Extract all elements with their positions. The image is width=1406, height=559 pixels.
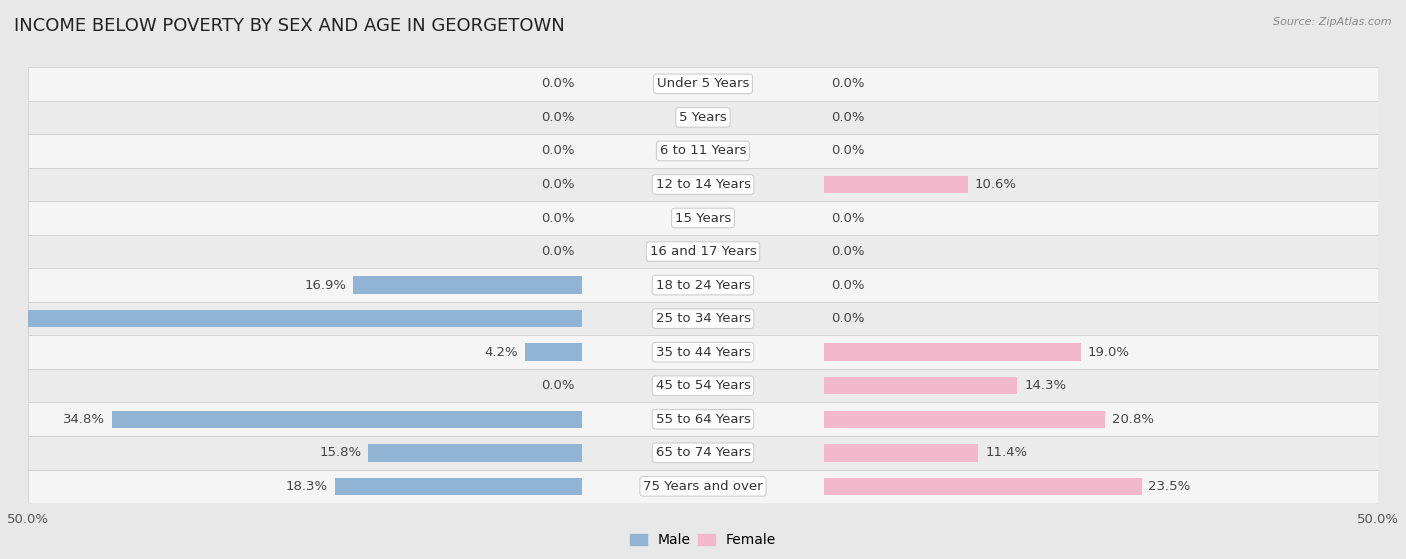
Text: Source: ZipAtlas.com: Source: ZipAtlas.com	[1274, 17, 1392, 27]
Bar	[824, 377, 1018, 395]
Text: 11.4%: 11.4%	[986, 446, 1028, 459]
Text: 0.0%: 0.0%	[541, 111, 575, 124]
Text: 65 to 74 Years: 65 to 74 Years	[655, 446, 751, 459]
Bar	[28, 302, 1378, 335]
Bar	[824, 343, 1081, 361]
Text: 5 Years: 5 Years	[679, 111, 727, 124]
Text: 0.0%: 0.0%	[541, 245, 575, 258]
Text: 0.0%: 0.0%	[831, 278, 865, 292]
Text: 23.5%: 23.5%	[1149, 480, 1191, 493]
Text: 34.8%: 34.8%	[63, 413, 105, 426]
Text: 18.3%: 18.3%	[285, 480, 328, 493]
Text: 16.9%: 16.9%	[305, 278, 347, 292]
Text: 35 to 44 Years: 35 to 44 Years	[655, 345, 751, 359]
Bar	[112, 410, 582, 428]
Bar	[28, 168, 1378, 201]
Text: 16 and 17 Years: 16 and 17 Years	[650, 245, 756, 258]
Text: 10.6%: 10.6%	[974, 178, 1017, 191]
Text: 0.0%: 0.0%	[831, 312, 865, 325]
Text: 0.0%: 0.0%	[541, 178, 575, 191]
Text: 0.0%: 0.0%	[541, 379, 575, 392]
Bar	[353, 276, 582, 294]
Text: 0.0%: 0.0%	[541, 211, 575, 225]
Text: INCOME BELOW POVERTY BY SEX AND AGE IN GEORGETOWN: INCOME BELOW POVERTY BY SEX AND AGE IN G…	[14, 17, 565, 35]
Bar	[28, 201, 1378, 235]
Bar	[28, 67, 1378, 101]
Bar	[824, 176, 967, 193]
Bar	[368, 444, 582, 462]
Text: 0.0%: 0.0%	[831, 211, 865, 225]
Text: 0.0%: 0.0%	[831, 77, 865, 91]
Text: 75 Years and over: 75 Years and over	[643, 480, 763, 493]
Text: 19.0%: 19.0%	[1088, 345, 1129, 359]
Bar	[28, 235, 1378, 268]
Text: 45 to 54 Years: 45 to 54 Years	[655, 379, 751, 392]
Bar	[28, 268, 1378, 302]
Bar	[28, 335, 1378, 369]
Bar	[335, 477, 582, 495]
Text: 6 to 11 Years: 6 to 11 Years	[659, 144, 747, 158]
Bar	[28, 134, 1378, 168]
Text: 15 Years: 15 Years	[675, 211, 731, 225]
Text: 0.0%: 0.0%	[831, 111, 865, 124]
Text: 20.8%: 20.8%	[1112, 413, 1154, 426]
Text: 4.2%: 4.2%	[485, 345, 517, 359]
Text: 12 to 14 Years: 12 to 14 Years	[655, 178, 751, 191]
Bar	[824, 410, 1105, 428]
Bar	[0, 310, 582, 328]
Bar	[28, 369, 1378, 402]
Text: 14.3%: 14.3%	[1024, 379, 1066, 392]
Text: 0.0%: 0.0%	[541, 144, 575, 158]
Legend: Male, Female: Male, Female	[624, 528, 782, 553]
Bar	[524, 343, 582, 361]
Bar	[824, 444, 979, 462]
Text: Under 5 Years: Under 5 Years	[657, 77, 749, 91]
Text: 55 to 64 Years: 55 to 64 Years	[655, 413, 751, 426]
Text: 18 to 24 Years: 18 to 24 Years	[655, 278, 751, 292]
Text: 15.8%: 15.8%	[319, 446, 361, 459]
Bar	[28, 101, 1378, 134]
Text: 0.0%: 0.0%	[831, 245, 865, 258]
Text: 0.0%: 0.0%	[831, 144, 865, 158]
Text: 25 to 34 Years: 25 to 34 Years	[655, 312, 751, 325]
Bar	[28, 436, 1378, 470]
Text: 0.0%: 0.0%	[541, 77, 575, 91]
Bar	[28, 470, 1378, 503]
Bar	[28, 402, 1378, 436]
Bar	[824, 477, 1142, 495]
